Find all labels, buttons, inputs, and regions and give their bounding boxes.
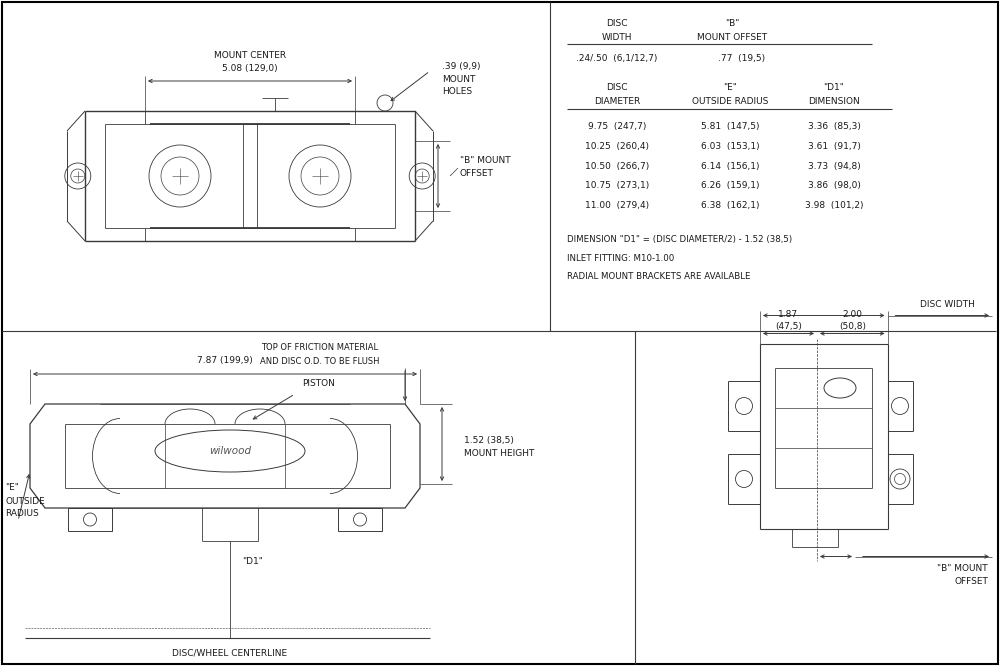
Text: 5.08 (129,0): 5.08 (129,0) [222,63,278,73]
Text: 10.50  (266,7): 10.50 (266,7) [585,161,649,170]
Text: 3.61  (91,7): 3.61 (91,7) [808,141,860,151]
Text: 3.73  (94,8): 3.73 (94,8) [808,161,860,170]
Text: TOP OF FRICTION MATERIAL: TOP OF FRICTION MATERIAL [261,344,379,352]
Text: 10.75  (273,1): 10.75 (273,1) [585,182,649,190]
Text: 6.14  (156,1): 6.14 (156,1) [701,161,759,170]
Text: .24/.50  (6,1/12,7): .24/.50 (6,1/12,7) [576,53,658,63]
Text: 2.00: 2.00 [842,310,862,319]
Text: RADIUS: RADIUS [5,509,39,519]
Text: .77  (19,5): .77 (19,5) [718,53,766,63]
Text: "E": "E" [723,83,737,91]
Text: RADIAL MOUNT BRACKETS ARE AVAILABLE: RADIAL MOUNT BRACKETS ARE AVAILABLE [567,272,750,282]
Text: 3.36  (85,3): 3.36 (85,3) [808,121,860,131]
Text: MOUNT HEIGHT: MOUNT HEIGHT [464,450,534,458]
Text: HOLES: HOLES [442,87,472,97]
Text: DIAMETER: DIAMETER [594,97,640,105]
Text: MOUNT OFFSET: MOUNT OFFSET [697,33,767,41]
Text: "B" MOUNT: "B" MOUNT [937,564,988,573]
Text: "B": "B" [725,19,739,29]
Text: wilwood: wilwood [209,446,251,456]
Text: DISC: DISC [606,19,628,29]
Text: DISC: DISC [606,83,628,91]
Text: OFFSET: OFFSET [954,577,988,586]
Text: MOUNT CENTER: MOUNT CENTER [214,51,286,59]
Text: 3.86  (98,0): 3.86 (98,0) [808,182,860,190]
Text: "B" MOUNT: "B" MOUNT [460,157,511,165]
Text: "D1": "D1" [824,83,844,91]
Text: 7.87 (199,9): 7.87 (199,9) [197,356,253,364]
Text: 6.03  (153,1): 6.03 (153,1) [701,141,759,151]
Text: 6.38  (162,1): 6.38 (162,1) [701,202,759,210]
Text: OFFSET: OFFSET [460,170,494,178]
Text: WIDTH: WIDTH [602,33,632,41]
Text: .39 (9,9): .39 (9,9) [442,61,480,71]
Text: MOUNT: MOUNT [442,75,475,83]
Text: 1.52 (38,5): 1.52 (38,5) [464,436,514,446]
Text: "E": "E" [5,484,19,492]
Text: 6.26  (159,1): 6.26 (159,1) [701,182,759,190]
Text: INLET FITTING: M10-1.00: INLET FITTING: M10-1.00 [567,254,674,263]
Text: OUTSIDE RADIUS: OUTSIDE RADIUS [692,97,768,105]
Text: 3.98  (101,2): 3.98 (101,2) [805,202,863,210]
Text: 1.87: 1.87 [778,310,799,319]
Text: OUTSIDE: OUTSIDE [5,496,45,505]
Text: 9.75  (247,7): 9.75 (247,7) [588,121,646,131]
Text: DIMENSION: DIMENSION [808,97,860,105]
Text: 10.25  (260,4): 10.25 (260,4) [585,141,649,151]
Text: PISTON: PISTON [302,380,335,388]
Text: DIMENSION "D1" = (DISC DIAMETER/2) - 1.52 (38,5): DIMENSION "D1" = (DISC DIAMETER/2) - 1.5… [567,236,792,244]
Text: "D1": "D1" [242,557,263,565]
Text: 11.00  (279,4): 11.00 (279,4) [585,202,649,210]
Text: DISC WIDTH: DISC WIDTH [920,300,975,309]
Text: (47,5): (47,5) [775,322,802,331]
Text: 5.81  (147,5): 5.81 (147,5) [701,121,759,131]
Text: (50,8): (50,8) [839,322,866,331]
Text: AND DISC O.D. TO BE FLUSH: AND DISC O.D. TO BE FLUSH [260,356,380,366]
Text: DISC/WHEEL CENTERLINE: DISC/WHEEL CENTERLINE [172,649,288,657]
